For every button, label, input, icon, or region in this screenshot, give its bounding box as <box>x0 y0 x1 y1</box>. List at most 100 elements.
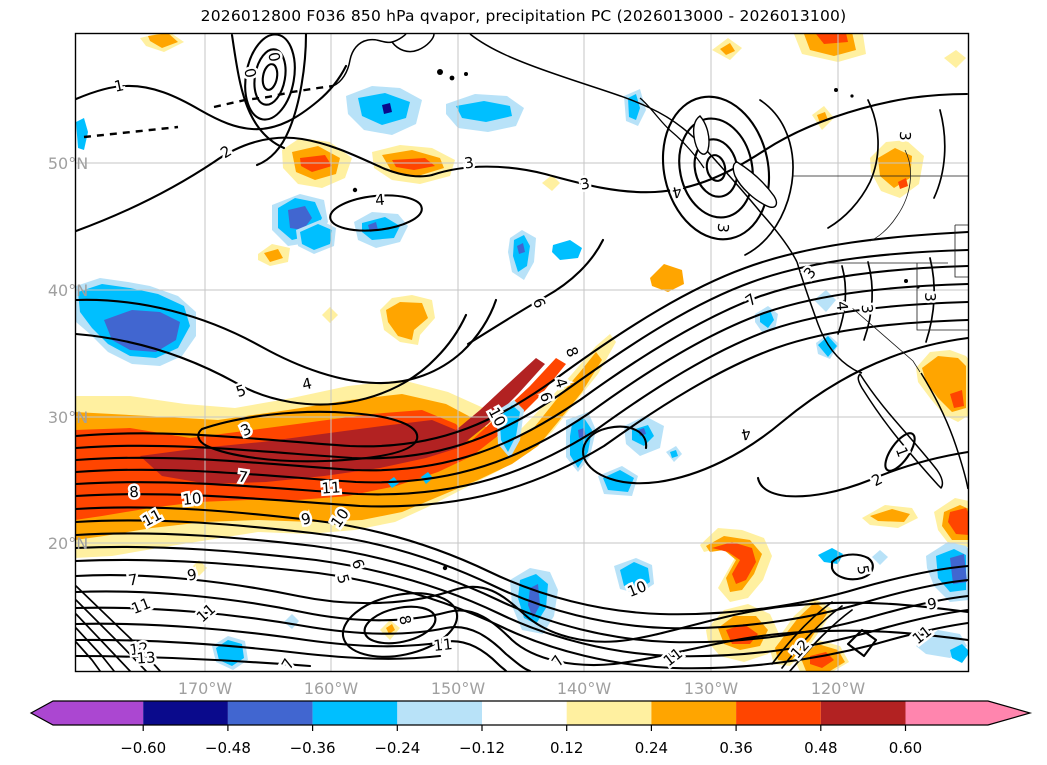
map-line <box>75 606 532 672</box>
contour-label: 4 <box>300 374 313 394</box>
contour-label: 3 <box>858 303 877 314</box>
map-dot <box>442 565 448 571</box>
map-line <box>954 224 968 278</box>
colorbar-segment <box>651 701 737 725</box>
map-line <box>75 532 969 644</box>
map-line <box>75 558 969 670</box>
shaded-polygon <box>284 614 299 629</box>
map-line <box>213 84 334 109</box>
contour-label: 5 <box>333 572 353 586</box>
map-line <box>75 300 969 496</box>
colorbar-tick-label: 0.48 <box>804 739 837 757</box>
map-line <box>771 601 833 665</box>
contour-label: 2 <box>869 470 886 490</box>
map-line <box>75 627 115 672</box>
colorbar-segment <box>905 701 988 725</box>
shaded-polygon <box>513 235 530 272</box>
map-line <box>920 372 969 490</box>
shaded-polygon <box>818 336 837 357</box>
map-line <box>863 261 874 341</box>
map-line <box>75 585 161 672</box>
colorbar-tick-label: 0.60 <box>889 739 922 757</box>
map-line <box>582 336 969 485</box>
shaded-polygon <box>712 542 756 584</box>
colorbar-segment <box>820 701 906 725</box>
colorbar-segment <box>143 701 228 725</box>
map-line <box>75 590 969 667</box>
shaded-polygon <box>620 562 650 590</box>
map-line <box>827 99 879 229</box>
map-dot <box>464 72 468 76</box>
colorbar-tick-label: 0.24 <box>635 739 668 757</box>
colorbar-outline <box>29 700 1033 726</box>
contour-label: 8 <box>129 483 140 502</box>
contour-label: 7 <box>742 290 760 310</box>
map-line <box>842 299 921 373</box>
map-line <box>933 109 946 199</box>
contour-label: 7 <box>127 570 139 589</box>
map-line <box>75 136 434 233</box>
map-line <box>75 574 969 643</box>
colorbar-tick-label: −0.36 <box>290 739 336 757</box>
map-line <box>75 230 969 448</box>
map-line <box>916 263 968 331</box>
shaded-polygon <box>264 249 283 262</box>
contour-label: 5 <box>234 381 249 401</box>
contour-ring <box>341 592 459 658</box>
contour-label: 1 <box>112 76 125 96</box>
map-line <box>197 410 419 463</box>
shaded-polygon <box>456 101 512 122</box>
axis-tick-labels: 170°W 160°W 150°W 140°W 130°W 120°W 50°N 40°N 30… <box>48 154 866 698</box>
colorbar-tick-label: 0.12 <box>550 739 583 757</box>
shaded-polygon <box>191 560 207 576</box>
shaded-polygon <box>950 390 964 408</box>
shaded-polygon <box>288 206 312 230</box>
shaded-polygon <box>760 310 774 328</box>
contour-label: 3 <box>896 131 914 141</box>
map-line <box>744 99 794 256</box>
colorbar-tick-label: −0.24 <box>374 739 420 757</box>
shaded-polygon <box>872 550 888 565</box>
map-line <box>75 506 969 616</box>
contour-label: 8 <box>562 344 582 359</box>
shaded-polygon <box>76 118 88 150</box>
map-line <box>332 33 407 87</box>
contour-label: 7 <box>278 655 298 672</box>
shaded-polygon <box>870 509 910 522</box>
contour-ring <box>244 33 296 121</box>
shaded-polygon <box>878 148 912 188</box>
contour-label: 11 <box>193 600 219 626</box>
contour-label: 11 <box>321 478 341 497</box>
colorbar-segment <box>53 701 144 725</box>
map-line <box>75 638 442 660</box>
map-line <box>75 622 508 672</box>
lon-tick-label: 150°W <box>431 679 486 698</box>
coastlines-and-borders <box>83 33 969 490</box>
map-line <box>756 450 969 498</box>
map-line <box>75 641 101 672</box>
map-line <box>75 318 969 508</box>
shaded-polygon <box>552 240 582 260</box>
map-dot <box>834 88 838 92</box>
map-line <box>75 613 131 672</box>
shaded-polygon <box>720 43 735 55</box>
map-frame <box>74 32 970 673</box>
map-line <box>75 282 969 484</box>
map-line <box>75 298 498 385</box>
contour-label: 8 <box>395 613 415 626</box>
contour-ring <box>253 48 287 106</box>
contour-ring <box>661 95 771 241</box>
contour-label: 6 <box>529 295 549 311</box>
plot-title: 2026012800 F036 850 hPa qvapor, precipit… <box>200 7 847 25</box>
lon-tick-label: 120°W <box>811 679 866 698</box>
shaded-polygon <box>950 644 969 663</box>
map-line <box>469 33 798 263</box>
lon-tick-label: 160°W <box>304 679 359 698</box>
colorbar-extend-right <box>988 701 1030 725</box>
map-line <box>83 125 179 139</box>
contour-label: 4 <box>374 191 385 210</box>
shaded-polygon <box>650 264 684 292</box>
map-line <box>837 265 847 335</box>
colorbar-segment <box>312 701 398 725</box>
